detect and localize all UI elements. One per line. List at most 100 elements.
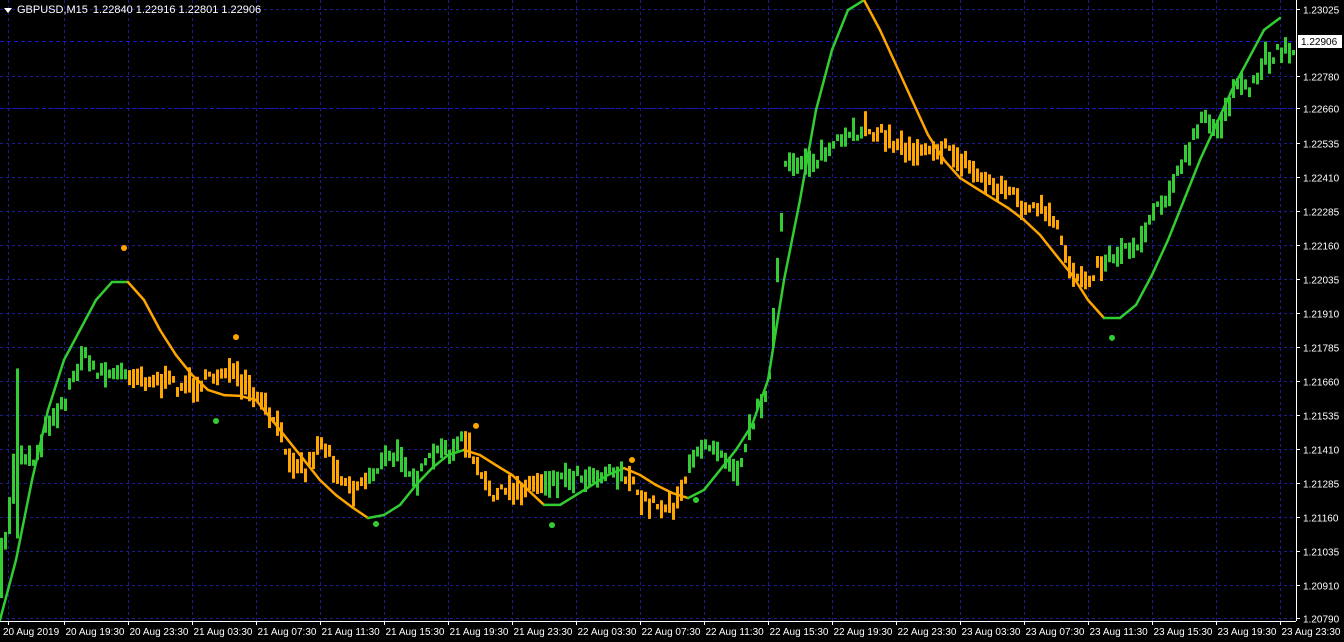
- moving-average-segment: [382, 503, 402, 517]
- moving-average-segment: [478, 453, 498, 467]
- moving-average-segment: [574, 483, 594, 497]
- triangle-down-icon[interactable]: [4, 7, 12, 13]
- price-bar: [8, 497, 11, 535]
- moving-average-segment: [958, 176, 978, 190]
- price-bar: [396, 439, 399, 462]
- price-bar: [580, 475, 583, 483]
- moving-average-segment: [94, 280, 114, 302]
- price-bar: [1288, 42, 1291, 64]
- price-bar: [880, 123, 883, 133]
- moving-average-segment: [1070, 273, 1090, 302]
- price-bar: [744, 443, 747, 453]
- price-bar: [1036, 203, 1039, 217]
- price-bar: [1192, 128, 1195, 140]
- moving-average-segment: [990, 196, 1010, 210]
- time-tick-label: 22 Aug 19:30: [834, 627, 893, 638]
- moving-average-segment: [526, 488, 546, 507]
- price-bar: [680, 479, 683, 501]
- price-bar: [528, 475, 531, 490]
- price-bar: [1180, 159, 1183, 174]
- price-bar: [372, 468, 375, 482]
- moving-average-segment: [62, 328, 82, 362]
- price-bar: [324, 443, 327, 458]
- time-tick-label: 22 Aug 03:30: [578, 627, 637, 638]
- price-bar: [1020, 200, 1023, 220]
- symbol-label: GBPUSD,M15: [17, 4, 88, 16]
- price-bar: [1176, 165, 1179, 176]
- moving-average-segment: [142, 298, 162, 332]
- time-tick-label: 21 Aug 03:30: [194, 627, 253, 638]
- price-bar: [576, 465, 579, 476]
- price-bar: [592, 468, 595, 483]
- price-bar: [568, 468, 571, 490]
- time-tick-label: 20 Aug 19:30: [66, 627, 125, 638]
- moving-average-segment: [446, 448, 466, 457]
- chart-header: GBPUSD,M15 1.22840 1.22916 1.22801 1.229…: [4, 4, 261, 16]
- price-bar: [420, 463, 423, 472]
- price-bar: [292, 452, 295, 479]
- moving-average-segment: [1246, 28, 1266, 62]
- price-bar: [1140, 225, 1143, 253]
- moving-average-segment: [222, 393, 242, 398]
- moving-average-segment: [494, 463, 514, 477]
- price-bar: [256, 391, 259, 402]
- moving-average-segment: [686, 488, 706, 500]
- price-bar: [500, 484, 503, 490]
- price-bar: [1092, 275, 1095, 282]
- price-bar: [332, 455, 335, 483]
- moving-average-segment: [862, 0, 882, 32]
- price-bar: [764, 390, 767, 403]
- time-axis-panel: [0, 621, 1344, 642]
- price-bar: [496, 487, 499, 500]
- price-bar: [436, 445, 439, 454]
- price-bar: [540, 474, 543, 494]
- price-bar: [1052, 216, 1055, 228]
- price-bar: [1056, 219, 1059, 230]
- moving-average-segment: [1262, 16, 1282, 32]
- price-bar: [668, 492, 671, 513]
- price-bar: [24, 454, 27, 465]
- price-bar: [60, 397, 63, 410]
- price-bar: [508, 474, 511, 501]
- price-bar: [1188, 142, 1191, 166]
- price-bar: [856, 134, 859, 141]
- price-bar: [532, 475, 535, 492]
- price-bar: [208, 371, 211, 377]
- buy-signal-dot: [213, 417, 219, 424]
- moving-average-segment: [1134, 273, 1154, 307]
- moving-average-segment: [910, 98, 930, 137]
- time-tick-label: 22 Aug 11:30: [706, 627, 765, 638]
- price-bar: [240, 374, 243, 400]
- price-bar: [328, 444, 331, 457]
- price-bar: [604, 466, 607, 482]
- moving-average-segment: [974, 186, 994, 200]
- price-bar: [248, 374, 251, 402]
- price-bar: [1248, 87, 1251, 98]
- price-bar: [160, 374, 163, 399]
- price-bar: [944, 138, 947, 149]
- price-bar: [0, 537, 3, 599]
- price-bar: [860, 126, 863, 139]
- price-bar: [708, 445, 711, 452]
- price-bar: [1184, 144, 1187, 163]
- price-bar: [716, 441, 719, 462]
- time-tick-label: 20 Aug 2019: [3, 627, 60, 638]
- price-bar: [364, 472, 367, 490]
- price-bar: [128, 370, 131, 386]
- price-bar: [1144, 222, 1147, 243]
- price-bar: [216, 369, 219, 386]
- price-bar: [676, 486, 679, 509]
- price-bar: [560, 472, 563, 480]
- price-bar: [760, 394, 763, 419]
- time-tick-label: 22 Aug 15:30: [770, 627, 829, 638]
- price-bar: [660, 500, 663, 519]
- price-bar: [776, 257, 779, 283]
- price-bar: [884, 130, 887, 152]
- price-bar: [1148, 214, 1151, 225]
- time-tick-label: 20 Aug 23:30: [130, 627, 189, 638]
- price-bar: [96, 372, 99, 379]
- moving-average-segment: [206, 388, 226, 397]
- price-bar: [952, 144, 955, 168]
